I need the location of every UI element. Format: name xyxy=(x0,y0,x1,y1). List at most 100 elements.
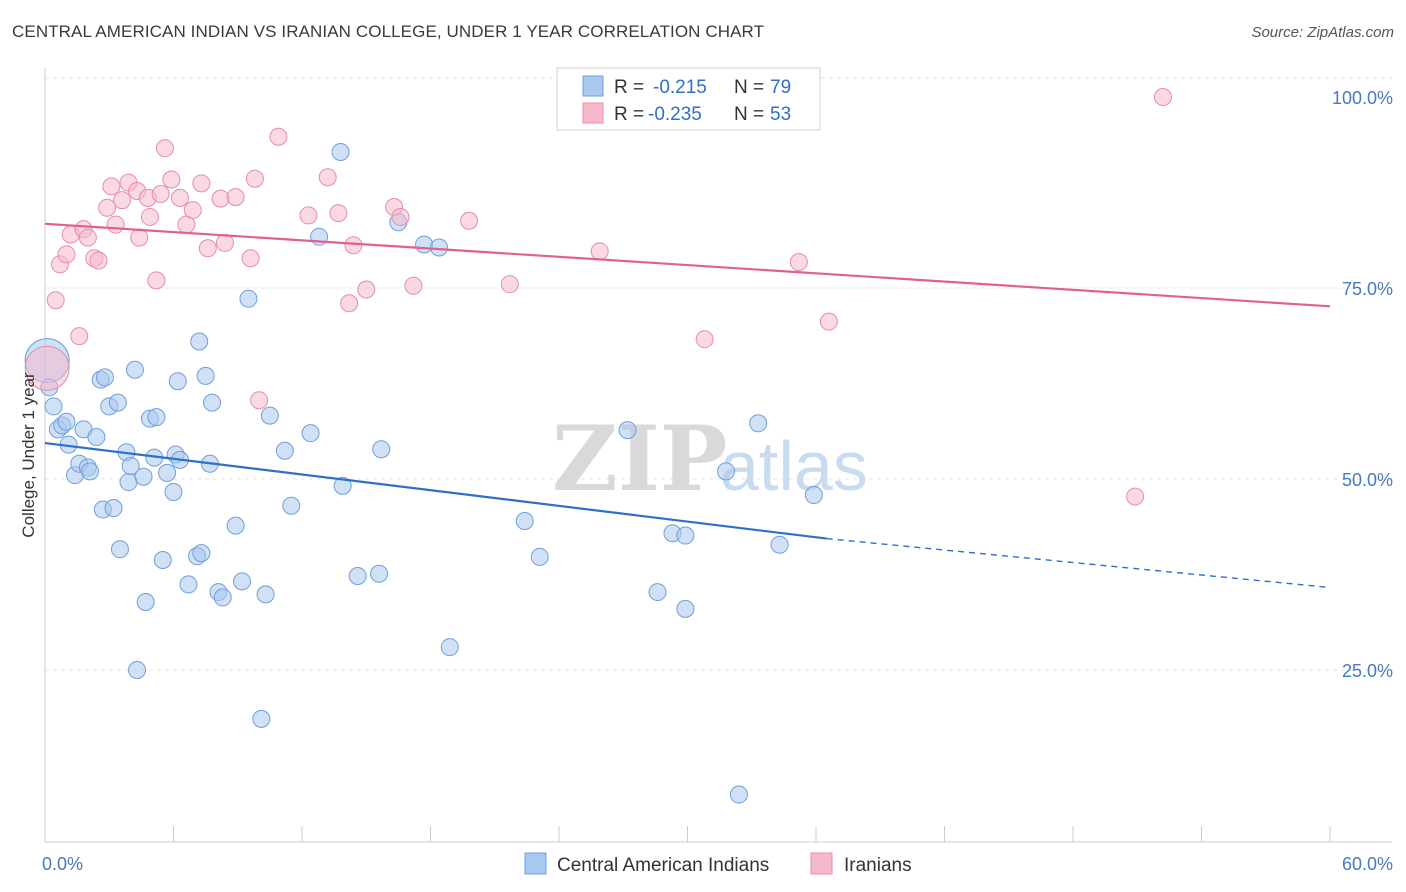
central-american-point xyxy=(618,421,637,440)
iranian-point xyxy=(140,207,159,226)
iranian-point xyxy=(1153,88,1172,106)
iranian-point xyxy=(460,211,479,230)
legend-swatch-iranians xyxy=(582,102,604,124)
iranian-point xyxy=(170,188,189,207)
central-american-point xyxy=(213,588,232,607)
legend-n-value: 53 xyxy=(770,104,791,125)
y-axis-label: College, Under 1 year xyxy=(19,372,38,538)
central-american-point xyxy=(128,661,147,679)
legend-swatch-iranians xyxy=(810,852,833,875)
central-american-point xyxy=(134,467,153,486)
central-american-point xyxy=(125,360,144,379)
central-american-point xyxy=(147,408,166,427)
iranian-point xyxy=(819,312,838,331)
legend-n-label: N = xyxy=(734,104,764,125)
central-american-point xyxy=(203,393,222,412)
chart-title: CENTRAL AMERICAN INDIAN VS IRANIAN COLLE… xyxy=(12,22,765,41)
iranian-point xyxy=(162,170,181,189)
iranian-point xyxy=(318,168,337,187)
iranian-point xyxy=(211,189,230,208)
central-american-point xyxy=(136,593,155,612)
source-label: Source: ZipAtlas.com xyxy=(1251,24,1394,41)
x-tick-labels: 0.0% 60.0% xyxy=(42,854,1393,874)
iranian-point xyxy=(299,206,318,225)
iranian-point xyxy=(113,191,132,210)
central-american-point xyxy=(252,709,271,728)
legend-n-value: 79 xyxy=(770,77,791,98)
central-american-point xyxy=(333,476,352,495)
central-american-point xyxy=(168,372,187,391)
central-american-point xyxy=(192,544,211,563)
data-points xyxy=(24,88,1172,804)
central-american-point xyxy=(770,535,789,554)
iranian-point xyxy=(1126,487,1145,506)
iranian-point xyxy=(404,276,423,295)
iranian-point xyxy=(130,228,149,247)
iranian-point xyxy=(245,169,264,188)
central-american-point xyxy=(275,441,294,460)
central-american-point xyxy=(804,486,823,505)
central-american-point xyxy=(80,462,99,481)
central-american-point xyxy=(153,550,172,569)
iranian-point xyxy=(357,280,376,299)
central-american-point xyxy=(87,427,106,446)
central-american-point xyxy=(282,496,301,515)
iranian-point xyxy=(250,391,269,410)
central-american-point xyxy=(260,406,279,425)
legend-n-label: N = xyxy=(734,77,764,98)
legend-r-value: -0.235 xyxy=(648,104,702,125)
iranian-point xyxy=(155,139,174,158)
legend-label-iranians: Iranians xyxy=(844,855,912,876)
central-american-point xyxy=(119,473,138,492)
iranian-point xyxy=(269,127,288,146)
iranian-point xyxy=(340,294,359,313)
watermark-atlas: atlas xyxy=(720,427,868,505)
central-american-point xyxy=(233,572,252,591)
central-american-point xyxy=(370,564,389,583)
iranian-point xyxy=(241,249,260,268)
central-american-point xyxy=(110,540,129,559)
iranian-point xyxy=(57,245,76,264)
central-american-point xyxy=(108,393,127,412)
iranian-point xyxy=(70,327,89,346)
iranian-point xyxy=(98,198,117,217)
legend-r-label: R = xyxy=(614,77,644,98)
central-american-point xyxy=(749,414,768,433)
central-american-point xyxy=(676,599,695,618)
central-american-point xyxy=(179,575,198,594)
iranian-point xyxy=(192,174,211,193)
iranian-point xyxy=(183,201,202,220)
central-american-point xyxy=(331,143,350,162)
watermark: ZIP atlas xyxy=(552,406,868,512)
iranian-point xyxy=(24,345,70,391)
iranian-point xyxy=(344,236,363,255)
y-tick-label: 75.0% xyxy=(1342,279,1393,299)
iranian-point xyxy=(329,204,348,223)
central-american-point xyxy=(729,785,748,804)
legend-r-label: R = xyxy=(614,104,644,125)
central-american-point xyxy=(57,412,76,431)
central-american-point xyxy=(430,238,449,257)
iranian-point xyxy=(106,215,125,234)
iranian-point xyxy=(789,253,808,272)
central-american-point xyxy=(104,499,123,518)
iranian-point xyxy=(102,177,121,196)
axes xyxy=(44,68,1392,843)
watermark-zip: ZIP xyxy=(552,406,727,512)
central-american-point xyxy=(196,366,215,385)
iranian-point xyxy=(151,185,170,204)
iranian-point xyxy=(590,242,609,261)
iranian-point xyxy=(391,207,410,226)
legend-swatch-central-american xyxy=(582,75,604,97)
iranian-point xyxy=(226,188,245,207)
central-american-trend-line xyxy=(44,442,827,540)
legend-r-value: -0.215 xyxy=(653,77,707,98)
legend-swatch-central-american xyxy=(524,852,547,875)
iranian-point xyxy=(78,228,97,247)
x-tick-label: 0.0% xyxy=(42,854,83,874)
iranian-point xyxy=(695,330,714,349)
central-american-trend-extension xyxy=(826,537,1331,589)
iranian-point xyxy=(89,251,108,270)
central-american-point xyxy=(415,235,434,254)
